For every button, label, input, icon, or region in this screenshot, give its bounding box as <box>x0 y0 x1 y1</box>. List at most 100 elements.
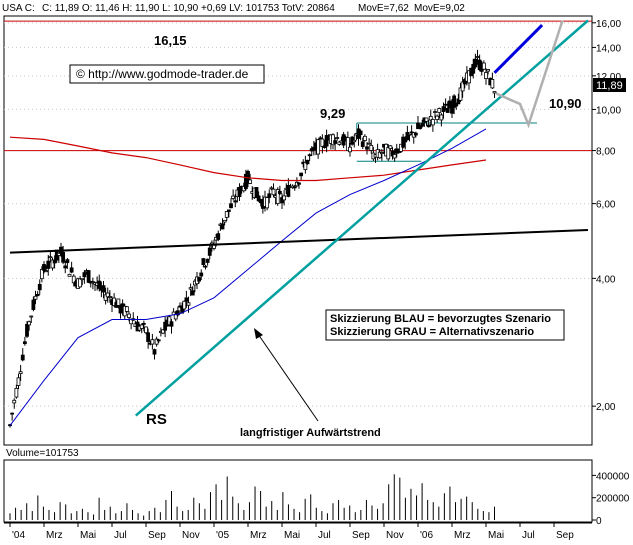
candle-body <box>31 299 36 310</box>
candle-body <box>35 293 40 297</box>
time-tick-label: Nov <box>386 530 404 541</box>
candle-body <box>46 260 51 269</box>
candle-body <box>416 122 420 130</box>
volume-label: Volume=101753 <box>6 448 79 459</box>
candle-body <box>303 161 308 171</box>
candle-body <box>418 126 423 129</box>
candle-body <box>437 108 442 113</box>
candle-body <box>256 195 261 202</box>
candle-body <box>458 87 463 101</box>
time-tick-label: Mai <box>488 530 504 541</box>
candle-body <box>12 399 17 404</box>
time-tick-label: Nov <box>182 530 200 541</box>
candle-body <box>224 211 229 218</box>
candle-body <box>428 116 433 121</box>
candle-body <box>460 81 465 92</box>
blue-scenario-line <box>493 24 544 74</box>
candle-body <box>348 146 352 153</box>
level-mid-label: 9,29 <box>320 106 345 121</box>
candle-body <box>205 258 210 263</box>
candle-body <box>222 219 227 223</box>
price-tick-label: 14,00 <box>596 43 621 54</box>
candle-body <box>486 69 491 72</box>
candle-body <box>37 283 42 291</box>
candle-body <box>52 259 57 264</box>
candle-body <box>167 316 172 326</box>
candle-body <box>377 151 382 159</box>
candle-body <box>156 339 161 342</box>
volume-tick-label: 400000 <box>596 471 630 482</box>
candle-body <box>229 203 233 209</box>
candle-body <box>150 339 155 345</box>
candle-body <box>396 151 401 153</box>
candle-body <box>212 244 216 249</box>
candle-body <box>297 182 301 185</box>
candle-body <box>101 285 106 293</box>
uptrend-line-teal <box>134 19 589 417</box>
moving-averages <box>9 128 487 426</box>
candle-body <box>439 114 444 121</box>
candle-body <box>352 139 357 143</box>
candle-body <box>107 296 112 298</box>
candle-body <box>445 107 450 113</box>
candle-body <box>267 193 272 198</box>
candle-body <box>462 79 467 85</box>
candle-body <box>169 321 174 327</box>
candle-body <box>20 354 25 361</box>
candle-body <box>394 148 399 154</box>
candle-body <box>199 272 204 277</box>
time-axis: '04 Mrz Mai Jul Sep Nov '05 Mrz Mai Jul Sep Nov '06 M… <box>9 523 574 541</box>
candle-body <box>71 275 76 284</box>
time-tick-label: Sep <box>556 530 574 541</box>
candle-body <box>207 247 212 256</box>
candle-body <box>337 141 342 145</box>
candle-body <box>56 252 61 256</box>
candle-body <box>433 111 437 113</box>
candle-body <box>105 292 110 298</box>
moving-average-blue <box>9 128 487 426</box>
candle-body <box>456 98 461 105</box>
volume-panel-frame <box>3 459 593 523</box>
time-tick-label: '04 <box>12 530 25 541</box>
candle-body <box>399 143 403 152</box>
candle-body <box>175 310 180 316</box>
candle-body <box>392 154 397 159</box>
scenario-legend-box <box>325 309 565 341</box>
candle-body <box>316 139 321 155</box>
candle-body <box>360 141 365 147</box>
candle-body <box>269 187 274 190</box>
candle-body <box>184 297 189 302</box>
grey-scenario-line <box>495 20 564 129</box>
candle-body <box>33 295 38 300</box>
candle-body <box>292 186 297 189</box>
candle-body <box>320 138 325 147</box>
time-tick-label: Mai <box>284 530 300 541</box>
level-target-label: 10,90 <box>549 96 582 111</box>
candle-body <box>299 172 304 177</box>
candle-body <box>467 70 471 84</box>
candle-body <box>203 265 208 268</box>
price-axis: 16,00 14,00 12,00 10,00 8,00 6,00 4,00 2,00 <box>592 19 621 413</box>
price-tick-label: 12,00 <box>596 72 621 83</box>
candle-body <box>441 106 446 113</box>
candle-body <box>413 132 418 136</box>
candle-body <box>473 58 478 68</box>
candle-body <box>29 315 34 318</box>
candle-body <box>318 137 323 140</box>
candle-body <box>16 377 21 386</box>
candle-body <box>86 270 91 283</box>
candle-body <box>190 290 195 296</box>
candle-body <box>14 387 19 398</box>
rs-label: RS <box>146 411 167 428</box>
candle-body <box>78 278 83 288</box>
copyright-box <box>69 64 265 84</box>
candle-body <box>141 322 146 325</box>
candle-body <box>152 349 157 355</box>
candle-body <box>248 179 253 184</box>
trend-lines <box>9 19 589 417</box>
candle-body <box>452 95 457 108</box>
candle-body <box>386 147 391 160</box>
candle-body <box>97 280 102 289</box>
candle-body <box>182 300 187 310</box>
